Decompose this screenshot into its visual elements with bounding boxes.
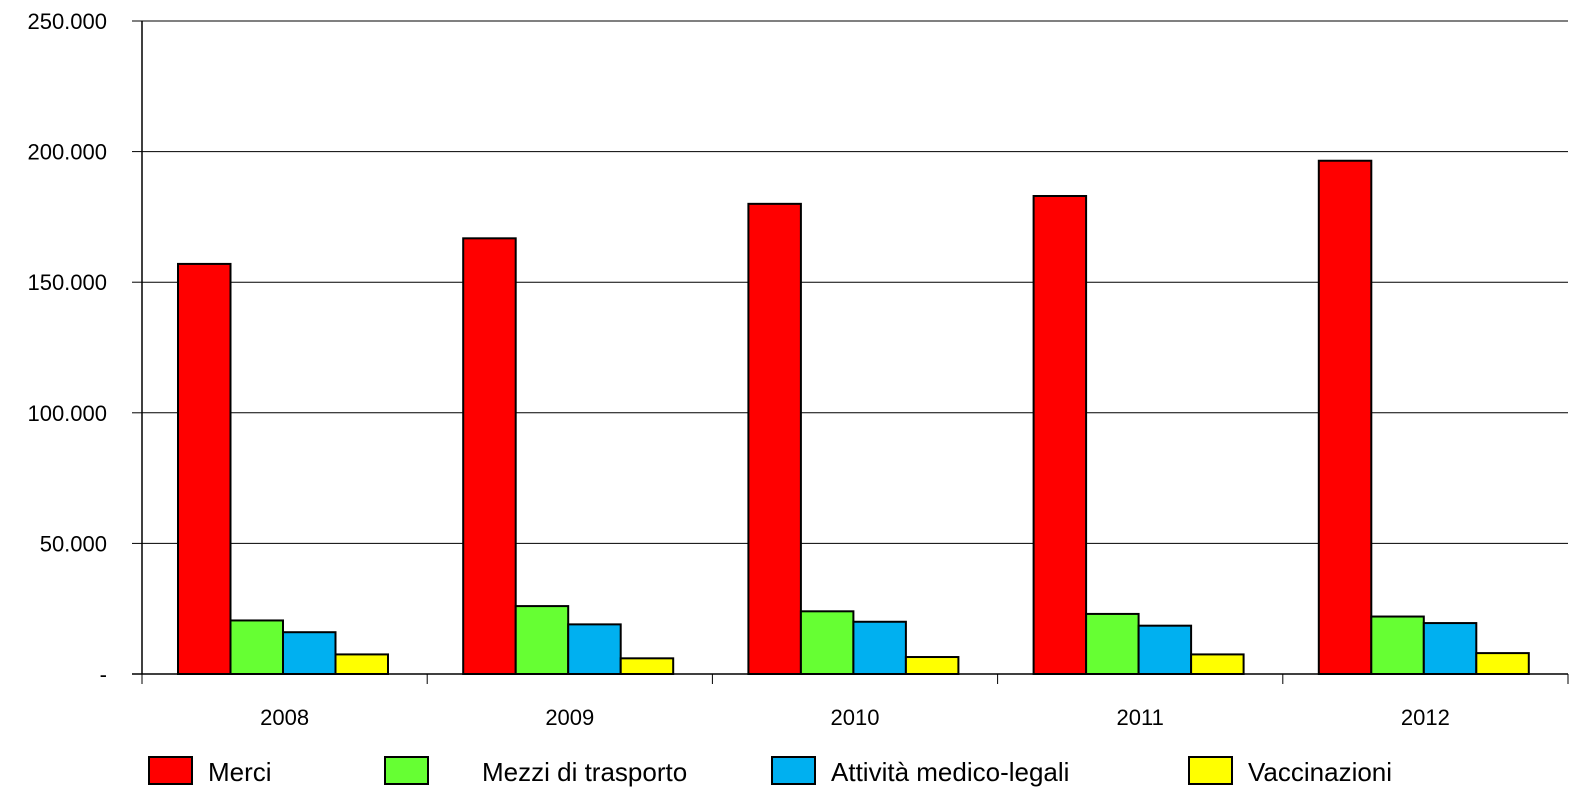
y-tick-label: 200.000 [27,140,107,165]
y-tick-label: 50.000 [40,531,107,556]
legend-swatch [1188,756,1233,785]
bar-attivit-medico-legali-2012 [1422,622,1478,675]
bar-vaccinazioni-2011 [1190,653,1245,675]
x-tick-label: 2011 [1117,705,1164,730]
bar-attivit-medico-legali-2009 [567,623,622,676]
legend-swatch [771,756,816,785]
legend-label: Attività medico-legali [831,757,1069,787]
bar-mezzi-di-trasporto-2012 [1370,615,1425,676]
bar-vaccinazioni-2010 [904,656,960,675]
legend-label: Vaccinazioni [1248,757,1392,787]
x-tick-label: 2009 [545,705,594,730]
bar-merci-2009 [462,237,517,676]
bar-merci-2008 [177,262,232,675]
bar-attivit-medico-legali-2008 [282,631,337,676]
x-tick-label: 2012 [1401,705,1450,730]
y-tick-label: 150.000 [27,270,107,295]
bar-merci-2012 [1317,159,1373,675]
x-tick-label: 2010 [831,705,880,730]
x-axis-labels: 2008 2009 2010 2011 2012 [260,705,1450,730]
x-tick-label: 2008 [260,705,309,730]
bar-attivit-medico-legali-2011 [1137,624,1193,675]
bar-attivit-medico-legali-2010 [852,620,907,676]
legend-swatch [384,756,429,785]
bar-mezzi-di-trasporto-2009 [514,605,570,676]
y-axis-labels: - 50.000 100.000 150.000 200.000 250.000 [27,9,107,687]
legend-label: Merci [208,757,272,787]
bar-mezzi-di-trasporto-2010 [799,610,855,676]
bar-vaccinazioni-2012 [1475,652,1530,676]
legend-label: Mezzi di trasporto [482,757,687,787]
legend: Merci Mezzi di trasporto Attività medico-l… [148,756,1392,787]
bar-merci-2010 [747,202,802,675]
y-tick-label: 100.000 [27,401,107,426]
bars [177,159,1530,676]
y-tick-label: - [100,662,107,687]
bar-merci-2011 [1032,195,1088,675]
bar-vaccinazioni-2008 [334,653,389,675]
legend-swatch [148,756,193,785]
bar-mezzi-di-trasporto-2008 [229,619,284,675]
axes [132,21,1569,684]
bar-mezzi-di-trasporto-2011 [1085,612,1140,676]
y-tick-label: 250.000 [27,9,107,34]
bar-vaccinazioni-2009 [619,657,675,676]
